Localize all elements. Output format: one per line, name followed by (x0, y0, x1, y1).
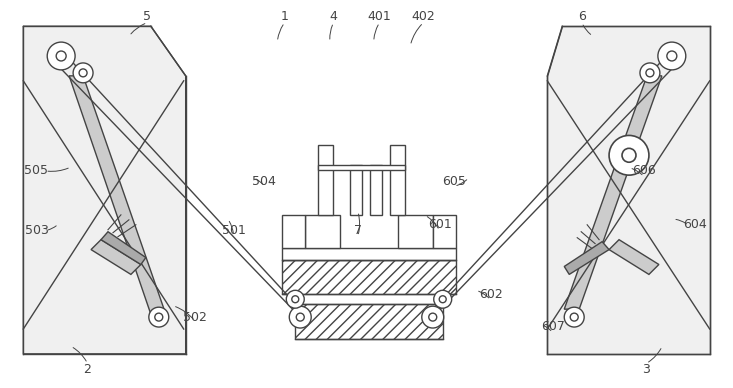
Circle shape (296, 313, 304, 321)
Text: 7: 7 (354, 224, 362, 237)
Bar (282, 260, 456, 294)
Text: 6: 6 (578, 10, 586, 23)
Circle shape (290, 306, 312, 328)
Bar (370, 165, 382, 215)
Circle shape (439, 296, 446, 303)
Circle shape (155, 313, 163, 321)
Circle shape (429, 313, 437, 321)
Text: 402: 402 (412, 10, 435, 23)
Bar (432, 215, 456, 248)
Text: 4: 4 (330, 10, 338, 23)
Circle shape (564, 307, 584, 327)
Bar (305, 215, 340, 248)
Text: 3: 3 (642, 363, 650, 376)
Bar (282, 248, 456, 260)
Text: 602: 602 (479, 288, 503, 301)
Circle shape (421, 306, 443, 328)
Polygon shape (564, 242, 609, 274)
Text: 504: 504 (252, 175, 276, 188)
Text: 505: 505 (24, 165, 48, 177)
Circle shape (292, 296, 299, 303)
Polygon shape (23, 26, 185, 354)
Bar (398, 215, 432, 248)
Text: 604: 604 (683, 218, 707, 231)
Circle shape (47, 42, 75, 70)
Circle shape (79, 69, 87, 77)
Circle shape (646, 69, 654, 77)
Polygon shape (609, 240, 659, 274)
Polygon shape (564, 76, 662, 309)
Text: 503: 503 (24, 224, 48, 237)
Polygon shape (69, 76, 166, 314)
Text: 502: 502 (183, 311, 207, 324)
Polygon shape (101, 232, 146, 265)
Circle shape (658, 42, 686, 70)
Text: 501: 501 (221, 224, 246, 237)
Text: 5: 5 (144, 10, 152, 23)
Bar (318, 146, 333, 215)
Circle shape (640, 63, 660, 83)
Circle shape (667, 51, 677, 61)
Text: 605: 605 (442, 175, 466, 188)
Circle shape (434, 290, 452, 308)
Circle shape (622, 148, 636, 162)
Text: 607: 607 (541, 320, 564, 333)
Text: 601: 601 (427, 218, 452, 231)
Bar (390, 146, 405, 215)
Circle shape (73, 63, 93, 83)
Text: 401: 401 (368, 10, 391, 23)
Circle shape (56, 51, 66, 61)
Bar (295, 304, 443, 339)
Bar (350, 165, 362, 215)
Text: 2: 2 (84, 363, 92, 376)
Polygon shape (91, 240, 141, 274)
Circle shape (149, 307, 169, 327)
Circle shape (609, 135, 649, 175)
Polygon shape (548, 26, 710, 354)
Circle shape (287, 290, 304, 308)
Circle shape (570, 313, 578, 321)
Text: 1: 1 (281, 10, 289, 23)
Bar (282, 215, 305, 248)
Bar (318, 165, 405, 170)
Text: 606: 606 (632, 165, 656, 177)
